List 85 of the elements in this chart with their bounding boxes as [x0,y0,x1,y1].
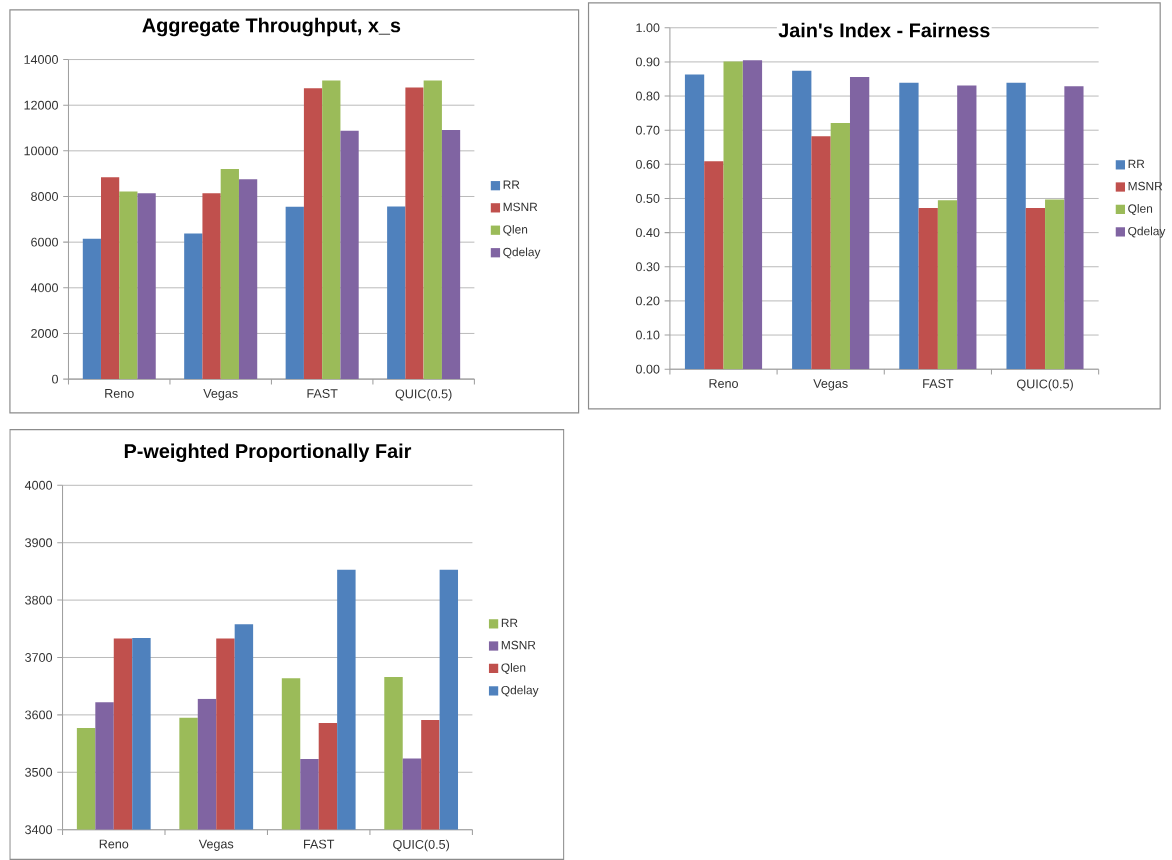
y-tick-label: 0.90 [635,57,660,67]
bar [441,130,461,380]
y-tick-label: 0 [52,374,59,384]
bar [220,169,239,380]
x-tick-label: QUIC(0.5) [393,839,450,852]
y-tick-label: 3600 [25,710,53,720]
y-tick-label: 4000 [30,283,59,293]
bar [202,193,221,380]
y-tick-label: 3400 [25,825,53,835]
x-tick-label: Vegas [203,389,238,401]
bar [937,200,958,370]
bar [957,85,977,370]
x-tick-label: QUIC(0.5) [1017,379,1073,391]
legend-label: Qlen [1128,204,1153,215]
x-tick-label: Vegas [813,379,848,391]
y-tick-label: 0.50 [635,194,660,203]
y-tick-label: 12000 [24,100,59,110]
bar [723,61,743,370]
legend-label: RR [501,618,518,627]
y-tick-label: 6000 [31,237,59,247]
bar [100,177,120,380]
legend-label: MSNR [503,202,538,212]
legend-label: MSNR [1128,181,1163,191]
y-tick-label: 10000 [24,146,59,156]
y-tick-label: 3500 [25,767,53,777]
y-tick-label: 0.20 [635,296,660,306]
bar [238,179,258,380]
x-tick-label: Reno [99,839,129,849]
bar [811,136,831,370]
bar [387,206,406,380]
bar [405,87,424,380]
y-tick-label: 8000 [31,192,59,201]
bar [285,206,304,380]
legend-label: Qdelay [501,685,539,697]
y-tick-label: 0.80 [635,91,660,101]
y-tick-label: 0.00 [635,364,660,374]
bar [830,123,850,370]
x-tick-label: FAST [307,389,338,398]
y-tick-label: 3900 [25,538,53,548]
y-tick-label: 0.70 [635,125,660,135]
x-tick-label: FAST [923,379,954,389]
bar [1025,208,1046,370]
y-tick-label: 2000 [31,328,59,338]
bar [423,80,442,380]
bar [849,76,870,370]
bar [1045,199,1065,370]
bar [119,191,138,380]
bar [340,130,359,380]
bar [918,208,938,370]
bar [322,80,341,380]
x-tick-label: QUIC(0.5) [395,389,452,401]
bar [137,193,156,380]
y-tick-label: 0.10 [635,330,660,340]
y-tick-label: 1.00 [636,23,660,33]
legend-label: RR [1128,159,1145,168]
legend-label: Qdelay [1128,226,1166,238]
legend-label: MSNR [501,640,536,650]
bar [184,233,203,380]
y-tick-label: 4000 [24,480,53,490]
y-tick-label: 0.40 [635,228,660,238]
bar [684,74,705,370]
bar [1064,86,1084,370]
x-tick-label: Reno [709,379,739,388]
x-tick-label: Reno [105,389,134,398]
x-tick-label: Vegas [198,839,234,851]
bar [704,161,724,370]
chart-title: Aggregate Throughput, x_s [142,17,401,37]
chart-title: P-weighted Proportionally Fair [124,443,412,463]
x-tick-label: FAST [304,839,335,849]
chart-title: Jain's Index - Fairness [778,22,990,38]
y-tick-label: 3700 [25,653,53,662]
y-tick-label: 0.60 [635,159,660,169]
bar [899,82,919,370]
y-tick-label: 0.30 [635,262,660,272]
bar [82,238,101,380]
y-tick-label: 3800 [25,595,53,605]
legend-label: Qlen [501,663,526,674]
legend-label: Qdelay [503,247,541,259]
bar [792,70,812,370]
legend-label: Qlen [503,224,528,236]
bar [303,88,323,380]
bar [742,60,763,370]
y-tick-label: 14000 [24,55,59,64]
legend-label: RR [503,180,520,189]
bar [1006,82,1026,370]
